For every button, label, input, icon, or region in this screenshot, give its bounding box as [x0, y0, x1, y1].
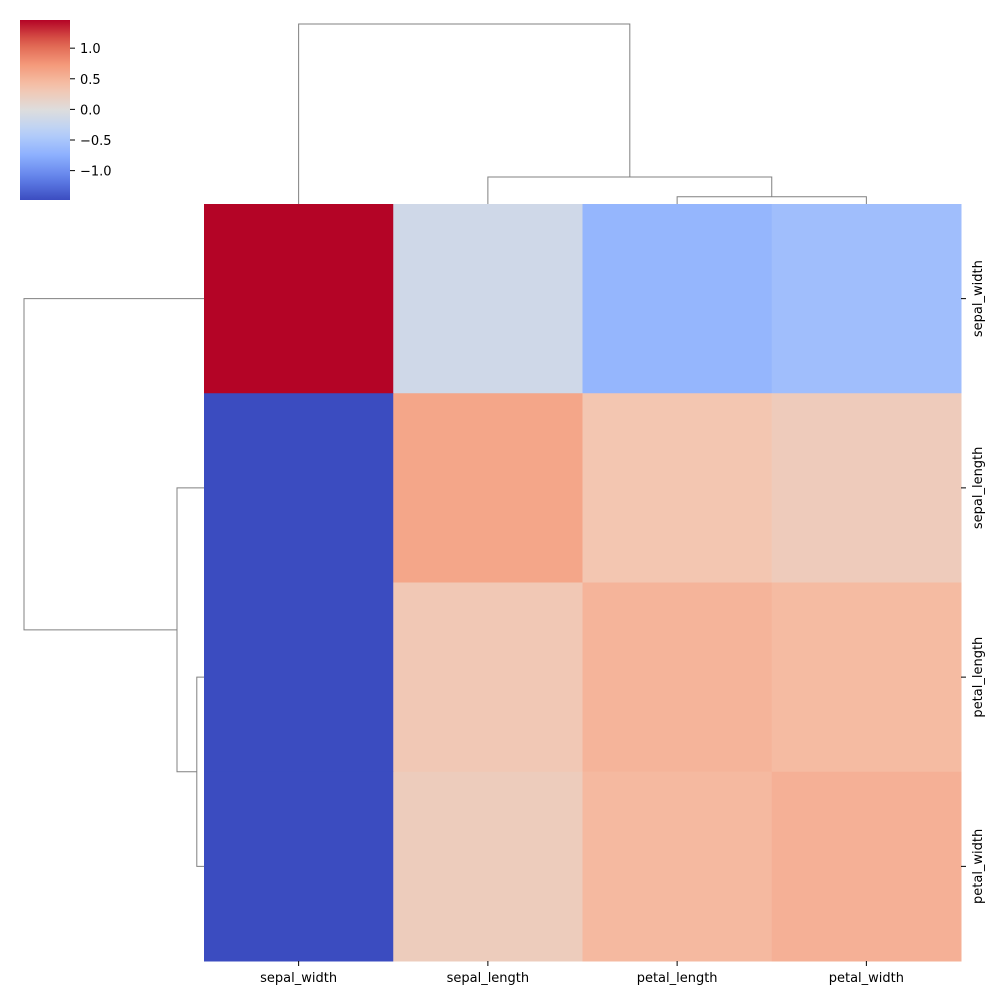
y-tick-label: sepal_length	[971, 447, 986, 530]
colorbar-tick-label: −0.5	[80, 134, 112, 149]
cell-sepal_length-petal_width	[771, 393, 962, 583]
x-tick-label: sepal_width	[260, 971, 337, 986]
cell-petal_width-sepal_length	[393, 771, 583, 962]
cell-sepal_length-sepal_length	[393, 393, 583, 583]
row-dendrogram-link	[176, 487, 204, 773]
colorbar-tick-label: 0.0	[80, 103, 101, 118]
x-tick-label: sepal_length	[447, 971, 530, 986]
cell-sepal_width-petal_width	[771, 204, 962, 394]
cell-petal_width-petal_width	[771, 771, 962, 962]
cell-petal_length-sepal_length	[393, 582, 583, 773]
cell-sepal_width-sepal_length	[393, 204, 583, 394]
column-dendrogram	[298, 23, 867, 204]
colorbar-tick-label: −1.0	[80, 165, 112, 180]
colorbar-tick-label: 0.5	[80, 73, 101, 88]
cell-petal_width-sepal_width	[204, 771, 394, 962]
x-tick-labels: sepal_width sepal_length petal_length petal…	[260, 961, 904, 986]
x-tick-label: petal_length	[637, 971, 718, 986]
cell-petal_width-petal_length	[582, 771, 773, 962]
column-dendrogram-link	[676, 196, 867, 204]
colorbar: 1.0 0.5 0.0 −0.5 −1.0	[20, 20, 112, 200]
y-tick-label: petal_length	[971, 637, 986, 718]
colorbar-tick-label: 1.0	[80, 42, 101, 57]
cell-petal_length-sepal_width	[204, 582, 394, 773]
heatmap-cells	[204, 204, 962, 962]
cell-petal_length-petal_length	[582, 582, 773, 773]
row-dendrogram	[23, 298, 204, 867]
cell-sepal_length-sepal_width	[204, 393, 394, 583]
cell-sepal_length-petal_length	[582, 393, 773, 583]
row-dendrogram-link	[23, 298, 204, 631]
column-dendrogram-link	[298, 23, 631, 204]
cell-petal_length-petal_width	[771, 582, 962, 773]
y-tick-labels: sepal_width sepal_length petal_lengthpetal…	[961, 260, 986, 904]
colorbar-gradient	[20, 20, 70, 200]
cell-sepal_width-sepal_width	[204, 204, 394, 394]
column-dendrogram-link	[487, 176, 773, 204]
row-dendrogram-link	[196, 676, 204, 867]
y-tick-label: sepal_width	[971, 260, 986, 337]
y-tick-label: petal_width	[971, 829, 986, 904]
cell-sepal_width-petal_length	[582, 204, 773, 394]
x-tick-label: petal_width	[829, 971, 904, 986]
